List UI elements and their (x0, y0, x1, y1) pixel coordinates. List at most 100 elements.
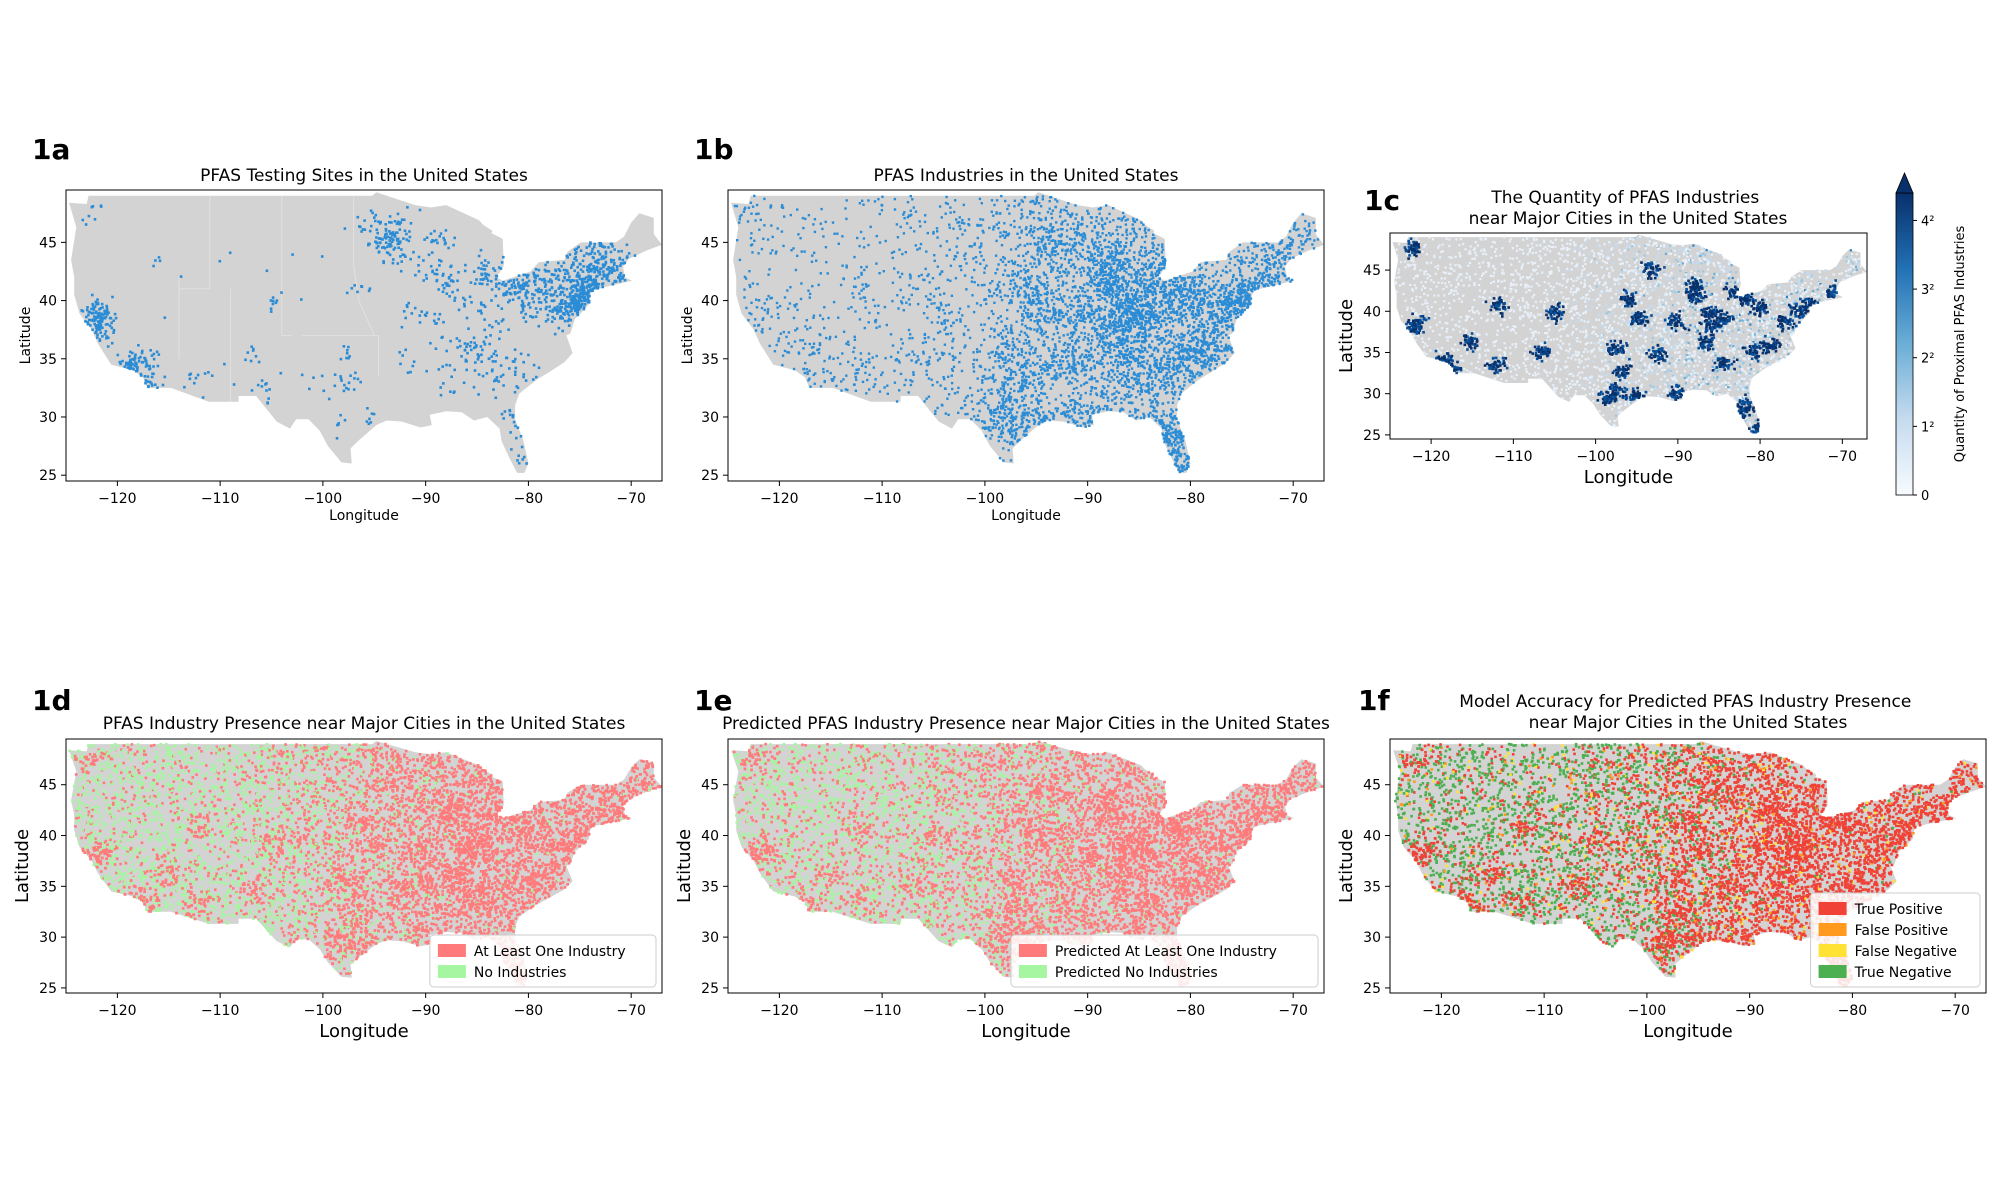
data-point (1127, 273, 1131, 276)
data-point (1201, 344, 1204, 347)
data-point (617, 250, 620, 253)
data-point (1058, 311, 1061, 314)
data-point (1011, 417, 1015, 421)
data-point (595, 259, 599, 262)
data-point (547, 280, 550, 283)
data-point (1029, 212, 1032, 216)
data-point (1216, 302, 1219, 305)
data-point (1060, 239, 1063, 243)
data-point (923, 220, 927, 224)
data-point (1078, 252, 1082, 255)
data-point (96, 324, 99, 327)
data-point (1281, 257, 1284, 260)
data-point (816, 348, 819, 352)
data-point (492, 267, 495, 270)
data-point (1119, 361, 1123, 364)
data-point (1042, 226, 1046, 230)
data-point (363, 228, 367, 231)
data-point (1157, 271, 1161, 274)
data-point (964, 344, 967, 347)
data-point (87, 310, 91, 314)
data-point (1216, 261, 1219, 264)
data-point (1089, 297, 1092, 300)
data-point (500, 307, 504, 310)
data-point (498, 266, 501, 269)
data-point (983, 271, 986, 274)
data-point (1086, 343, 1090, 346)
data-point (544, 270, 548, 273)
data-point (1106, 245, 1110, 249)
data-point (995, 423, 998, 426)
data-point (886, 392, 889, 395)
data-point (760, 330, 763, 333)
data-point (1137, 339, 1141, 343)
data-point (1301, 235, 1304, 238)
data-point (1098, 240, 1101, 244)
data-point (965, 262, 968, 265)
data-point (404, 255, 407, 258)
data-point (456, 346, 459, 349)
data-point (841, 264, 844, 267)
data-point (1201, 308, 1204, 312)
data-point (1169, 377, 1172, 380)
data-point (1050, 412, 1053, 415)
data-point (993, 336, 996, 339)
data-point (1099, 254, 1102, 257)
data-point (1041, 195, 1045, 198)
data-point (963, 346, 966, 349)
data-point (389, 236, 392, 240)
data-point (103, 312, 107, 315)
data-point (1069, 316, 1072, 319)
data-point (1013, 225, 1016, 229)
data-point (581, 282, 584, 285)
data-point (521, 306, 525, 310)
data-point (1088, 316, 1091, 319)
data-point (1084, 425, 1087, 428)
x-tick-label: −100 (304, 491, 342, 507)
data-point (1174, 318, 1177, 322)
data-point (893, 208, 897, 211)
data-point (1155, 410, 1158, 413)
data-point (1192, 284, 1196, 287)
data-point (578, 292, 582, 296)
data-point (1100, 376, 1103, 379)
data-point (1167, 341, 1170, 344)
data-point (1215, 363, 1218, 366)
data-point (532, 271, 535, 275)
data-point (574, 293, 577, 296)
data-point (96, 333, 99, 336)
data-point (1037, 280, 1041, 283)
data-point (379, 220, 382, 224)
data-point (1095, 270, 1098, 273)
data-point (86, 320, 89, 324)
data-point (1116, 275, 1119, 278)
data-point (499, 364, 503, 367)
data-point (1055, 311, 1058, 314)
data-point (925, 361, 928, 364)
data-point (602, 265, 605, 269)
data-point (582, 254, 586, 258)
data-point (385, 232, 388, 236)
data-point (1063, 341, 1067, 345)
data-point (570, 300, 573, 304)
data-point (1168, 424, 1171, 427)
data-point (995, 239, 998, 243)
data-point (903, 217, 906, 220)
data-point (477, 354, 481, 358)
data-point (952, 227, 955, 230)
data-point (805, 368, 808, 371)
data-point (156, 364, 160, 368)
data-point (1239, 292, 1243, 295)
data-point (766, 312, 769, 315)
data-point (1099, 235, 1102, 238)
data-point (407, 301, 410, 305)
data-point (1203, 289, 1206, 292)
data-point (581, 270, 585, 273)
data-point (1102, 407, 1105, 411)
data-point (588, 267, 592, 271)
data-point (941, 353, 944, 356)
data-point (983, 338, 986, 341)
data-point (1126, 365, 1129, 368)
data-point (1007, 407, 1010, 410)
data-point (1255, 282, 1258, 285)
